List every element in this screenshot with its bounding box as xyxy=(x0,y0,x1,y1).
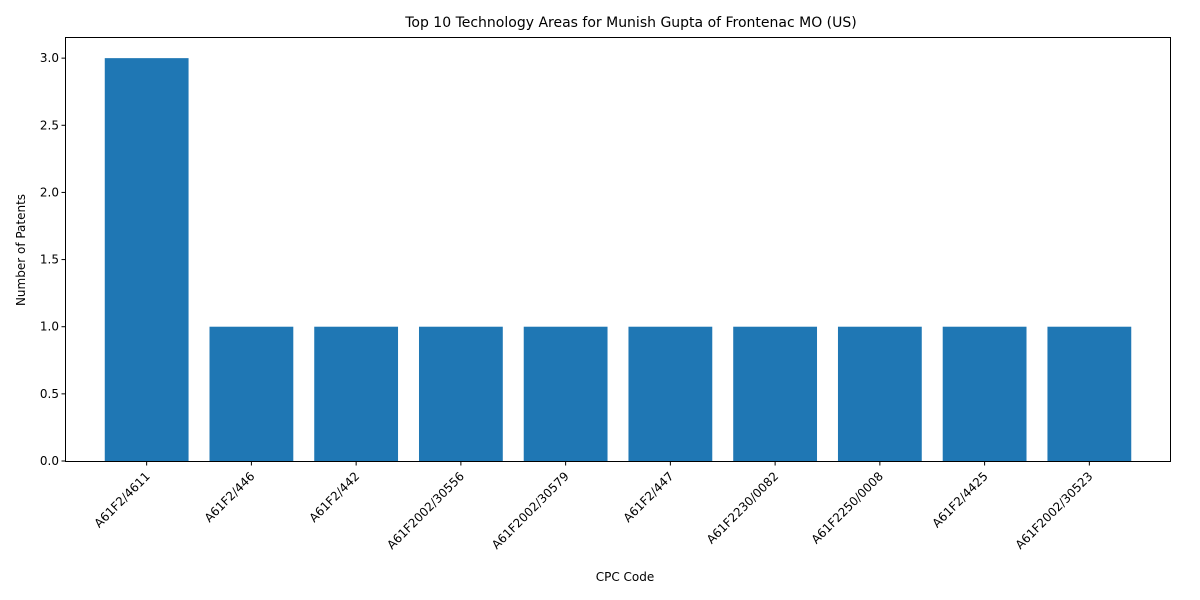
bar-8 xyxy=(838,327,922,461)
y-tick-label: 3.0 xyxy=(40,51,59,65)
bar-2 xyxy=(210,327,294,461)
bar-3 xyxy=(314,327,398,461)
chart-title: Top 10 Technology Areas for Munish Gupta… xyxy=(404,15,857,31)
y-axis-title: Number of Patents xyxy=(14,194,28,306)
y-tick-label: 1.5 xyxy=(40,253,59,267)
bar-7 xyxy=(733,327,817,461)
bar-4 xyxy=(419,327,503,461)
x-axis-title: CPC Code xyxy=(596,570,655,584)
bar-9 xyxy=(943,327,1027,461)
y-tick-label: 2.0 xyxy=(40,185,59,199)
y-tick-label: 0.0 xyxy=(40,454,59,468)
bar-5 xyxy=(524,327,608,461)
y-tick-label: 1.0 xyxy=(40,320,59,334)
bar-6 xyxy=(628,327,712,461)
bar-10 xyxy=(1047,327,1131,461)
bar-1 xyxy=(105,58,189,461)
y-tick-label: 2.5 xyxy=(40,118,59,132)
y-tick-label: 0.5 xyxy=(40,387,59,401)
